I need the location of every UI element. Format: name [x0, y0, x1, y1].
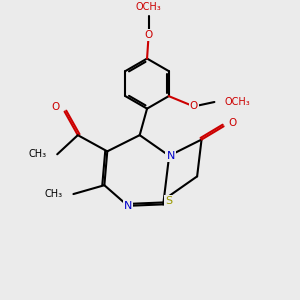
Text: N: N	[124, 201, 132, 211]
Text: O: O	[190, 101, 198, 111]
Text: O: O	[52, 102, 60, 112]
Text: O: O	[228, 118, 237, 128]
Text: O: O	[144, 30, 153, 40]
Text: S: S	[166, 196, 173, 206]
Text: N: N	[167, 151, 175, 161]
Text: OCH₃: OCH₃	[136, 2, 161, 12]
Text: OCH₃: OCH₃	[225, 97, 250, 107]
Text: CH₃: CH₃	[29, 149, 47, 159]
Text: CH₃: CH₃	[45, 189, 63, 199]
